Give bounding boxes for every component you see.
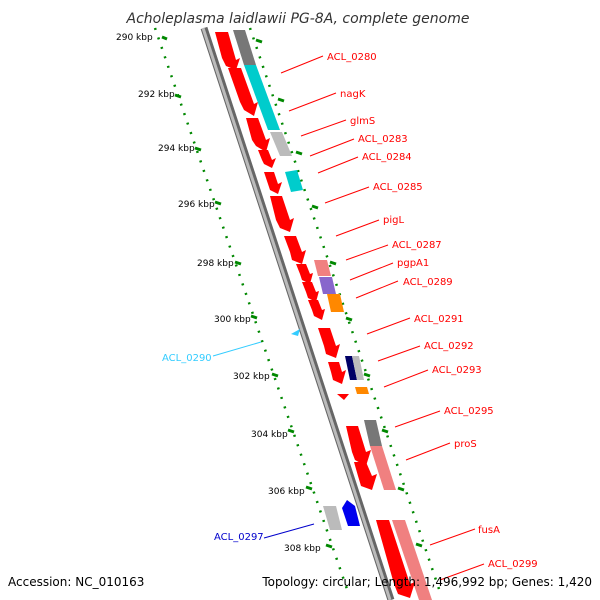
tick-mark-292 xyxy=(174,93,182,99)
gene-label: ACL_0280 xyxy=(327,52,377,63)
reverse-gene-marker-cyan xyxy=(291,329,300,336)
tick-mark-298 xyxy=(234,260,242,266)
gene-arrow xyxy=(337,394,349,400)
tick-mark-302 xyxy=(271,372,279,378)
gene-arrow xyxy=(258,150,276,168)
right-rail-ticks xyxy=(255,38,423,548)
gene-arrow xyxy=(215,32,240,70)
tick-mark-290 xyxy=(161,35,168,41)
gene-label-left: ACL_0290 xyxy=(162,353,212,364)
gene-label: ACL_0289 xyxy=(403,277,453,288)
tick-mark-306 xyxy=(305,485,313,491)
gene-arrow xyxy=(308,300,325,320)
gene-arrow xyxy=(354,462,377,490)
gene-arrow xyxy=(228,68,258,116)
gene-label: glmS xyxy=(350,116,375,127)
gene-arrow xyxy=(346,426,371,466)
gene-label: proS xyxy=(454,439,477,450)
cog-block-light-gray xyxy=(352,356,364,380)
gene-arrow xyxy=(284,236,306,264)
gene-label: ACL_0284 xyxy=(362,152,412,163)
cog-block-cyan xyxy=(244,65,280,130)
cog-block-orange xyxy=(355,387,369,394)
cog-block-purple xyxy=(319,277,336,294)
tick-mark-308 xyxy=(325,543,333,549)
tick-label: 296 kbp xyxy=(178,200,215,210)
cog-block-navy xyxy=(345,356,357,380)
gene-label: ACL_0295 xyxy=(444,406,494,417)
gene-label: fusA xyxy=(478,525,500,536)
tick-label: 308 kbp xyxy=(284,544,321,554)
gene-label: ACL_0287 xyxy=(392,240,442,251)
cog-block-gray xyxy=(233,30,256,65)
left-leader-line-blue xyxy=(263,523,315,539)
kbp-tick-marks xyxy=(161,35,333,549)
tick-label: 298 kbp xyxy=(197,259,234,269)
reverse-gene-gray xyxy=(323,506,342,530)
cog-block-orange xyxy=(327,294,344,312)
right-gene-labels: ACL_0280 nagK glmS ACL_0283 ACL_0284 ACL… xyxy=(327,52,538,570)
accession-text: Accession: NC_010163 xyxy=(8,575,144,589)
tick-mark-304 xyxy=(287,428,295,434)
tick-label: 292 kbp xyxy=(138,90,175,100)
cog-block-pink xyxy=(314,260,331,276)
gene-label: ACL_0293 xyxy=(432,365,482,376)
cog-block-pink xyxy=(392,520,432,600)
gene-arrow xyxy=(376,520,415,598)
backbone xyxy=(201,27,392,600)
topology-text: Topology: circular; Length: 1,496,992 bp… xyxy=(261,575,592,589)
tick-label: 294 kbp xyxy=(158,144,195,154)
cog-block-light-gray xyxy=(270,132,292,156)
gene-arrow xyxy=(264,172,282,194)
kbp-tick-labels: 290 kbp 292 kbp 294 kbp 296 kbp 298 kbp … xyxy=(116,33,321,554)
left-leader-line-cyan xyxy=(212,341,262,357)
gene-arrow xyxy=(270,196,294,232)
tick-mark-294 xyxy=(194,146,202,152)
right-leader-lines xyxy=(280,55,485,581)
tick-label: 300 kbp xyxy=(214,315,251,325)
tick-mark-296 xyxy=(214,200,222,206)
reverse-gene-blue xyxy=(342,500,360,526)
tick-label: 304 kbp xyxy=(251,430,288,440)
gene-label-left: ACL_0297 xyxy=(214,532,264,543)
gene-label: pigL xyxy=(383,215,404,226)
gene-arrow xyxy=(328,362,346,384)
cog-block-pink xyxy=(370,446,396,490)
gene-label: pgpA1 xyxy=(397,258,429,269)
forward-genes xyxy=(215,32,415,598)
cog-block-cyan xyxy=(285,170,303,192)
tick-label: 306 kbp xyxy=(268,487,305,497)
gene-arrow xyxy=(318,328,340,358)
gene-arrow xyxy=(302,282,319,302)
gene-label: ACL_0283 xyxy=(358,134,408,145)
gene-label: ACL_0285 xyxy=(373,182,423,193)
gene-label: ACL_0291 xyxy=(414,314,464,325)
gene-label: ACL_0292 xyxy=(424,341,474,352)
gene-label: nagK xyxy=(340,89,366,100)
tick-label: 290 kbp xyxy=(116,33,153,43)
tick-label: 302 kbp xyxy=(233,372,270,382)
cog-block-gray xyxy=(364,420,382,446)
gene-arrow xyxy=(296,264,313,284)
cog-track xyxy=(233,30,432,600)
gene-label: ACL_0299 xyxy=(488,559,538,570)
gene-arrow xyxy=(246,118,270,152)
genome-title: Acholeplasma laidlawii PG-8A, complete g… xyxy=(126,11,470,27)
tick-mark-300 xyxy=(250,314,258,320)
